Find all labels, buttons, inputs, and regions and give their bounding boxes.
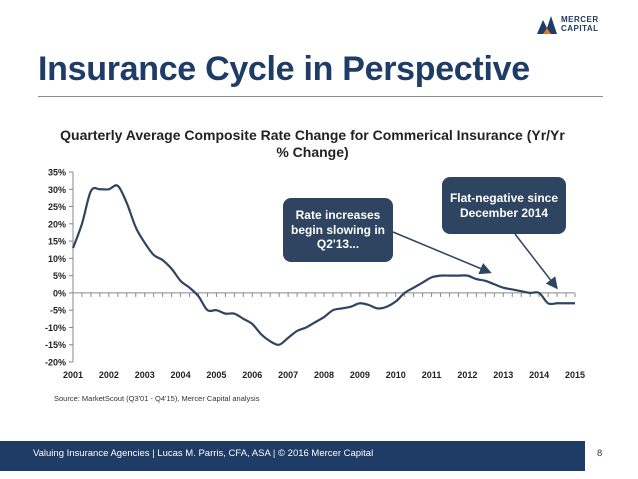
y-tick-label: 0% <box>53 288 66 298</box>
page-number: 8 <box>597 448 603 459</box>
x-tick-label: 2013 <box>493 370 513 380</box>
x-tick-label: 2015 <box>565 370 585 380</box>
callout-flat-negative: Flat-negative since December 2014 <box>442 177 566 234</box>
callout-arrow-2 <box>514 233 558 290</box>
logo-text-line1: MERCER <box>561 15 599 24</box>
source-note: Source: MarketScout (Q3'01 - Q4'15), Mer… <box>54 394 260 403</box>
x-tick-label: 2006 <box>242 370 262 380</box>
y-tick-label: -15% <box>45 340 66 350</box>
callout-rate-slowing: Rate increases begin slowing in Q2'13... <box>283 198 393 262</box>
x-tick-label: 2005 <box>206 370 226 380</box>
y-tick-label: 20% <box>48 219 66 229</box>
x-tick-label: 2001 <box>63 370 83 380</box>
title-divider <box>38 96 603 97</box>
x-tick-label: 2011 <box>422 370 442 380</box>
x-tick-label: 2004 <box>171 370 191 380</box>
footer-bar <box>0 441 638 471</box>
footer-text: Valuing Insurance Agencies | Lucas M. Pa… <box>33 448 374 459</box>
x-tick-label: 2008 <box>314 370 334 380</box>
logo-mark-icon <box>537 16 557 34</box>
y-tick-label: 25% <box>48 202 66 212</box>
x-tick-label: 2014 <box>529 370 549 380</box>
logo-text-line2: CAPITAL <box>561 24 599 33</box>
y-tick-label: -20% <box>45 358 66 368</box>
y-tick-label: 10% <box>48 254 66 264</box>
slide-title: Insurance Cycle in Perspective <box>38 50 530 88</box>
footer-page-tab <box>585 441 638 471</box>
x-tick-label: 2003 <box>135 370 155 380</box>
x-tick-label: 2012 <box>457 370 477 380</box>
x-tick-label: 2002 <box>99 370 119 380</box>
x-tick-label: 2009 <box>350 370 370 380</box>
chart-title: Quarterly Average Composite Rate Change … <box>60 127 565 160</box>
y-tick-label: -10% <box>45 323 66 333</box>
series-line <box>71 184 575 346</box>
callout-arrow-1 <box>392 231 492 275</box>
y-tick-label: 30% <box>48 185 66 195</box>
mercer-capital-logo: MERCER CAPITAL <box>535 12 615 42</box>
y-tick-label: 5% <box>53 271 66 281</box>
y-tick-label: -5% <box>50 306 66 316</box>
y-tick-label: 15% <box>48 237 66 247</box>
x-tick-label: 2010 <box>386 370 406 380</box>
x-tick-label: 2007 <box>278 370 298 380</box>
y-tick-label: 35% <box>48 168 66 178</box>
